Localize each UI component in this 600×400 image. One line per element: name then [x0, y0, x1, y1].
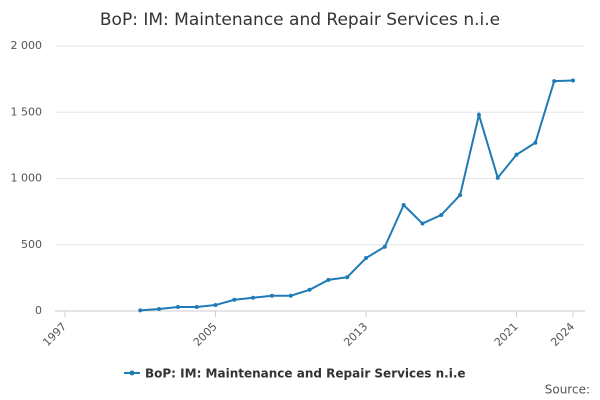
point: [458, 193, 463, 198]
point: [382, 244, 387, 249]
x-tick-label: 2005: [191, 320, 220, 349]
y-tick-label: 500: [21, 238, 42, 251]
point: [175, 305, 180, 310]
point: [251, 295, 256, 300]
y-tick-label: 2 000: [11, 39, 43, 52]
point: [269, 293, 274, 298]
point: [213, 303, 218, 308]
point: [345, 275, 350, 280]
point: [232, 297, 237, 302]
y-tick-label: 1 500: [11, 105, 43, 118]
point: [307, 287, 312, 292]
point: [364, 256, 369, 260]
line: [140, 79, 574, 312]
point: [476, 112, 481, 117]
x-tick-label: 1997: [40, 320, 69, 349]
point: [439, 212, 444, 217]
point: [401, 203, 406, 207]
legend-marker: [129, 370, 135, 376]
x-tick-label: 2024: [548, 320, 577, 349]
point: [420, 221, 425, 226]
point: [571, 78, 575, 83]
source: Source:: [545, 383, 590, 397]
point: [514, 152, 519, 157]
point: [194, 305, 199, 310]
point: [495, 175, 500, 180]
chart-title: BoP: IM: Maintenance and Repair Services…: [100, 10, 500, 30]
point: [326, 277, 331, 282]
x-tick-label: 2013: [341, 320, 370, 349]
point: [288, 293, 293, 298]
legend-label: BoP: IM: Maintenance and Repair Services…: [145, 367, 466, 381]
point: [552, 79, 557, 84]
x-tick-label: 2021: [492, 320, 521, 349]
y-tick-label: 1 000: [11, 172, 43, 185]
point: [533, 140, 538, 145]
point: [138, 308, 143, 313]
y-tick-label: 0: [35, 304, 42, 317]
point: [157, 307, 162, 312]
